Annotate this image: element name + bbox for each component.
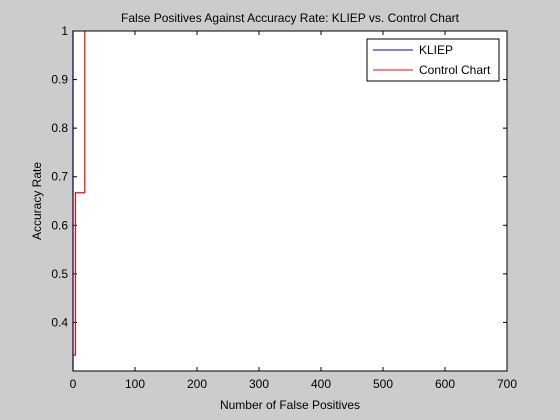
x-tick-label: 400 bbox=[311, 377, 331, 391]
y-tick-label: 0.4 bbox=[51, 315, 68, 329]
y-axis-label: Accuracy Rate bbox=[30, 162, 44, 240]
y-tick-label: 0.9 bbox=[51, 73, 68, 87]
x-tick-label: 100 bbox=[125, 377, 145, 391]
x-tick-label: 500 bbox=[373, 377, 393, 391]
x-tick-label: 700 bbox=[497, 377, 517, 391]
x-axis-label: Number of False Positives bbox=[220, 398, 360, 412]
plot-area bbox=[73, 31, 507, 371]
legend: KLIEP Control Chart bbox=[367, 39, 499, 81]
legend-label-kliep: KLIEP bbox=[419, 43, 453, 57]
chart-title: False Positives Against Accuracy Rate: K… bbox=[121, 11, 460, 25]
y-tick-label: 0.6 bbox=[51, 218, 68, 232]
x-tick-label: 300 bbox=[249, 377, 269, 391]
x-tick-label: 0 bbox=[70, 377, 77, 391]
y-tick-label: 0.5 bbox=[51, 267, 68, 281]
y-tick-label: 0.7 bbox=[51, 170, 68, 184]
x-tick-label: 200 bbox=[187, 377, 207, 391]
y-tick-label: 1 bbox=[61, 24, 68, 38]
legend-label-control-chart: Control Chart bbox=[419, 63, 491, 77]
x-tick-label: 600 bbox=[435, 377, 455, 391]
y-tick-label: 0.8 bbox=[51, 121, 68, 135]
